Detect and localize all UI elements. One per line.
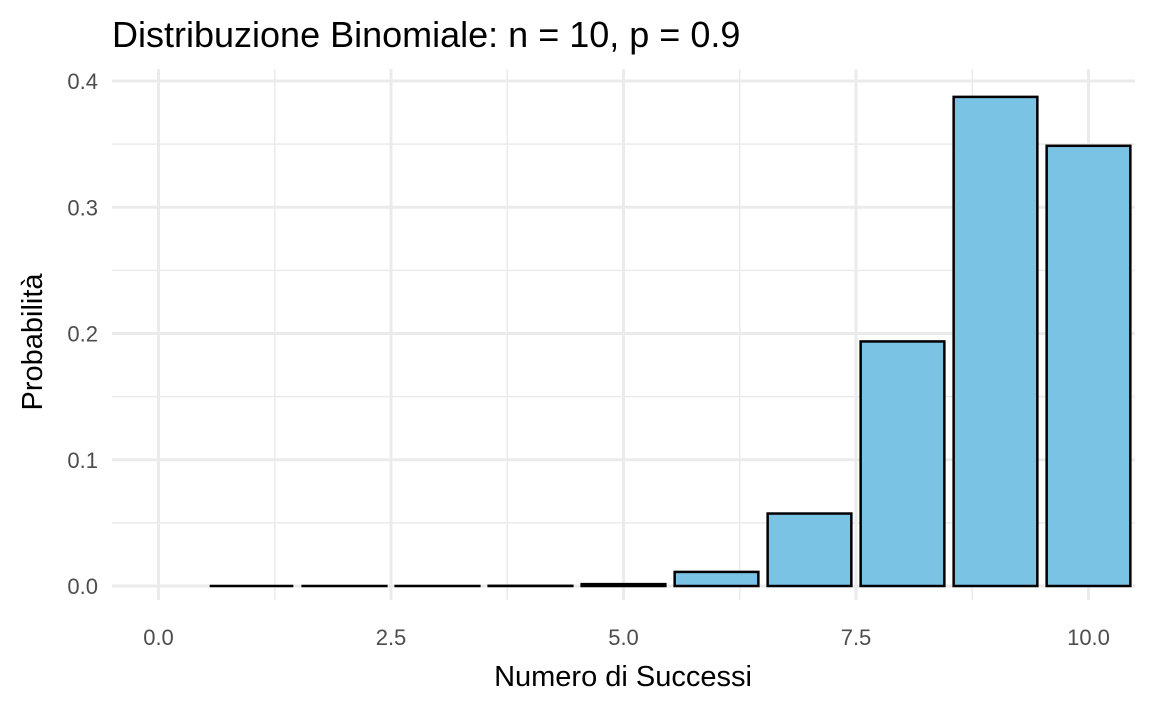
x-axis-ticks: 0.0 2.5 5.0 7.5 10.0: [143, 625, 1110, 650]
chart-title: Distribuzione Binomiale: n = 10, p = 0.9: [112, 14, 740, 55]
bar-x-10: [1047, 146, 1131, 586]
bar-x-9: [954, 97, 1038, 586]
y-tick-label: 0.3: [67, 195, 98, 220]
y-axis-ticks: 0.0 0.1 0.2 0.3 0.4: [67, 69, 98, 599]
bars: [210, 97, 1131, 586]
bar-x-7: [768, 514, 852, 586]
y-tick-label: 0.4: [67, 69, 98, 94]
y-tick-label: 0.2: [67, 322, 98, 347]
x-tick-label: 5.0: [608, 625, 639, 650]
bar-x-5: [582, 584, 666, 586]
x-tick-label: 2.5: [376, 625, 407, 650]
y-tick-label: 0.0: [67, 574, 98, 599]
x-tick-label: 10.0: [1067, 625, 1110, 650]
x-tick-label: 7.5: [841, 625, 872, 650]
bar-x-8: [861, 341, 945, 586]
y-tick-label: 0.1: [67, 448, 98, 473]
y-axis-title: Probabilità: [17, 273, 49, 411]
x-tick-label: 0.0: [143, 625, 174, 650]
x-axis-title: Numero di Successi: [494, 661, 752, 693]
bar-x-6: [675, 572, 759, 586]
